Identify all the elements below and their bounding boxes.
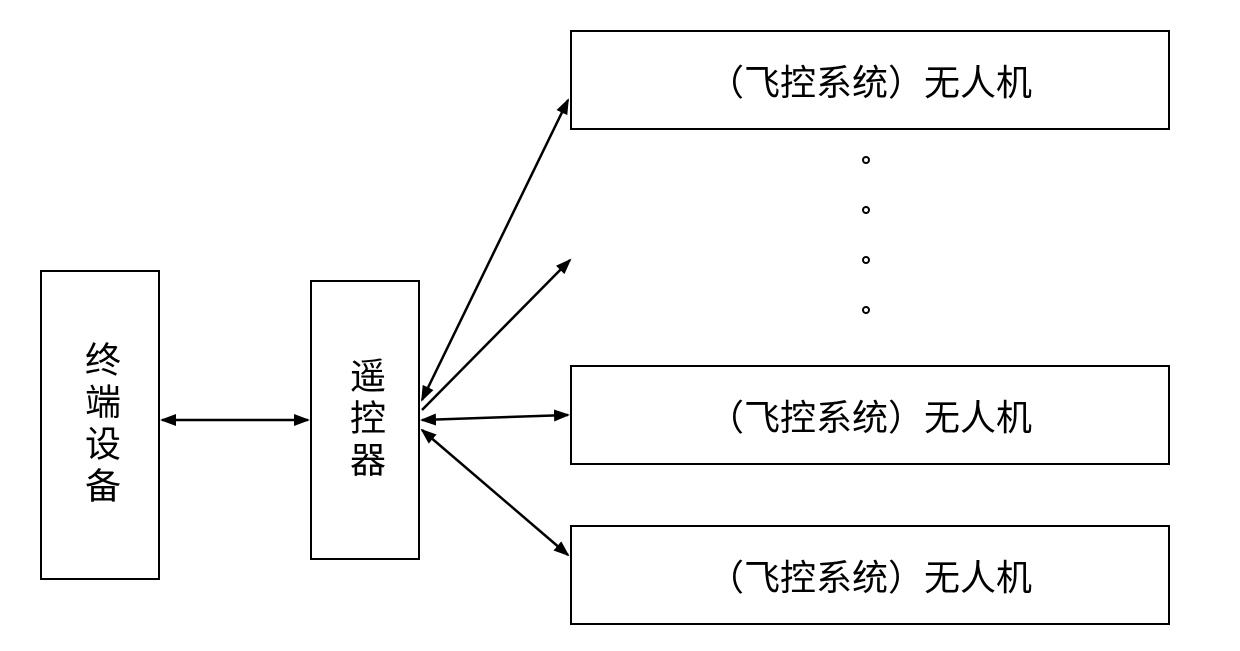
drone-label-bot: （飞控系统）无人机 xyxy=(708,549,1032,601)
drone-label-mid: （飞控系统）无人机 xyxy=(708,389,1032,441)
terminal-device-label: 终端设备 xyxy=(74,341,126,509)
drone-box-mid: （飞控系统）无人机 xyxy=(570,365,1170,465)
arrow-remote-drone-bot xyxy=(422,430,568,555)
ellipsis-dot xyxy=(862,156,870,164)
drone-label-top: （飞控系统）无人机 xyxy=(708,54,1032,106)
ellipsis-dot xyxy=(862,256,870,264)
remote-controller-box: 遥控器 xyxy=(310,280,420,560)
drone-box-bot: （飞控系统）无人机 xyxy=(570,525,1170,625)
remote-controller-label: 遥控器 xyxy=(339,357,391,483)
arrow-remote-drone-top xyxy=(422,100,568,400)
arrow-remote-ellipsis xyxy=(422,260,570,410)
terminal-device-box: 终端设备 xyxy=(40,270,160,580)
drone-box-top: （飞控系统）无人机 xyxy=(570,30,1170,130)
ellipsis-dot xyxy=(862,306,870,314)
ellipsis-dot xyxy=(862,206,870,214)
arrow-remote-drone-mid xyxy=(422,415,568,420)
